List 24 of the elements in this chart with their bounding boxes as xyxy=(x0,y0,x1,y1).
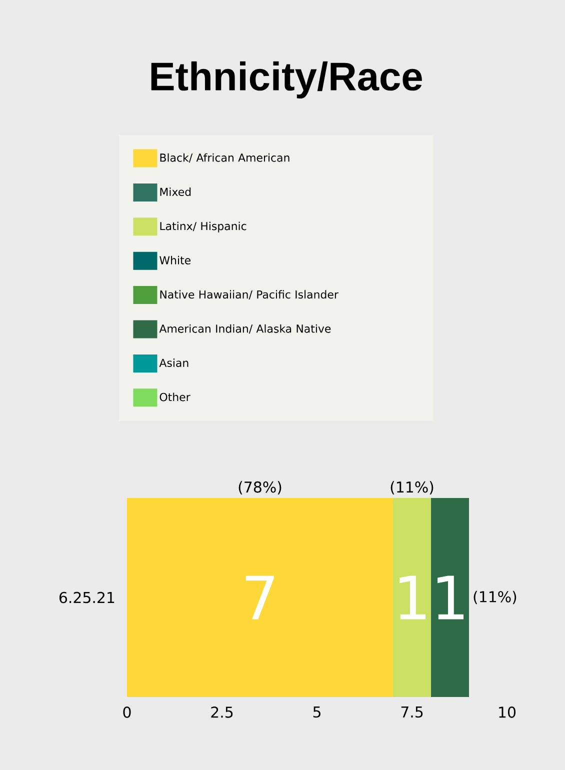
legend-label: Latinx/ Hispanic xyxy=(160,222,246,232)
data-label: 7 xyxy=(246,576,274,620)
legend-label: Other xyxy=(160,392,190,402)
x-tick-label: 2.5 xyxy=(211,706,233,718)
x-tick-label: 5 xyxy=(313,706,320,718)
data-label: 1 xyxy=(400,576,426,620)
legend-label: American Indian/ Alaska Native xyxy=(159,324,331,334)
x-tick-label: 0 xyxy=(123,706,131,718)
legend-label: Native Hawaiian/ Pacific Islander xyxy=(160,290,338,300)
data-label: 1 xyxy=(438,576,464,620)
bar xyxy=(393,498,432,698)
x-tick-label: 7.5 xyxy=(401,706,423,718)
legend-label: Black/ African American xyxy=(160,153,290,163)
text: (11%) xyxy=(390,481,434,494)
legend-label: White xyxy=(160,256,190,264)
x-tick-label: 10 xyxy=(499,706,516,718)
chart-title: Ethnicity/Race xyxy=(151,61,422,99)
text: (78%) xyxy=(238,481,282,494)
annotation: (11%) xyxy=(474,590,516,604)
bar xyxy=(127,498,394,698)
legend-label: Mixed xyxy=(160,188,191,196)
bar xyxy=(431,498,470,698)
legend-label: Asian xyxy=(159,358,188,368)
y-tick-label: 6.25.21 xyxy=(59,592,114,604)
